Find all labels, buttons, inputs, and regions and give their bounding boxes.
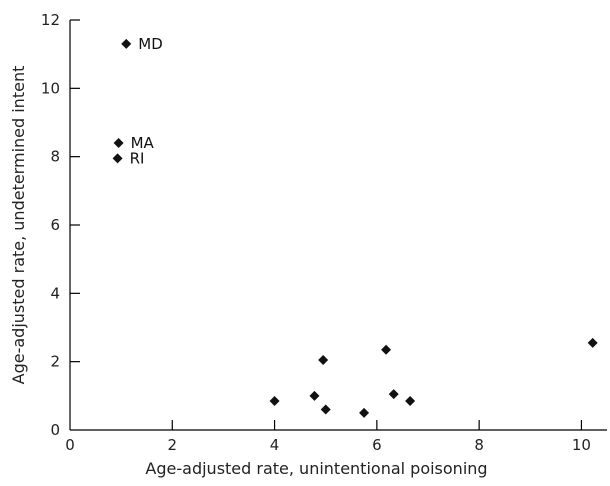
scatter-point [405, 395, 416, 406]
x-ticks: 0 2 4 6 8 10 [65, 420, 591, 454]
y-ticks: 0 2 4 6 8 10 12 [41, 11, 80, 439]
y-tick-label: 10 [41, 79, 60, 97]
x-tick-label: 6 [372, 436, 382, 454]
scatter-point [320, 404, 331, 415]
scatter-point [112, 153, 123, 164]
y-tick-label: 4 [50, 284, 60, 302]
scatter-point [121, 38, 132, 49]
x-axis-title: Age-adjusted rate, unintentional poisoni… [145, 459, 487, 478]
axes: 0 2 4 6 8 10 0 2 4 6 8 10 12 [41, 11, 607, 454]
x-tick-label: 0 [65, 436, 75, 454]
point-label: MA [131, 134, 155, 152]
x-tick-label: 2 [168, 436, 178, 454]
point-label: RI [130, 149, 145, 167]
scatter-point [318, 354, 329, 365]
y-tick-label: 6 [50, 216, 60, 234]
y-tick-label: 2 [50, 353, 60, 371]
y-tick-label: 12 [41, 11, 60, 29]
scatter-point [388, 389, 399, 400]
y-tick-label: 8 [50, 148, 60, 166]
scatter-point [381, 344, 392, 355]
x-tick-label: 10 [572, 436, 591, 454]
x-tick-label: 4 [270, 436, 280, 454]
y-axis-title: Age-adjusted rate, undetermined intent [9, 66, 28, 385]
scatter-point [309, 390, 320, 401]
scatter-point [587, 337, 598, 348]
x-tick-label: 8 [474, 436, 484, 454]
scatter-point [113, 138, 124, 148]
y-tick-label: 0 [50, 421, 60, 439]
scatter-point [359, 407, 370, 418]
scatter-point [269, 395, 280, 406]
point-label: MD [138, 35, 163, 53]
